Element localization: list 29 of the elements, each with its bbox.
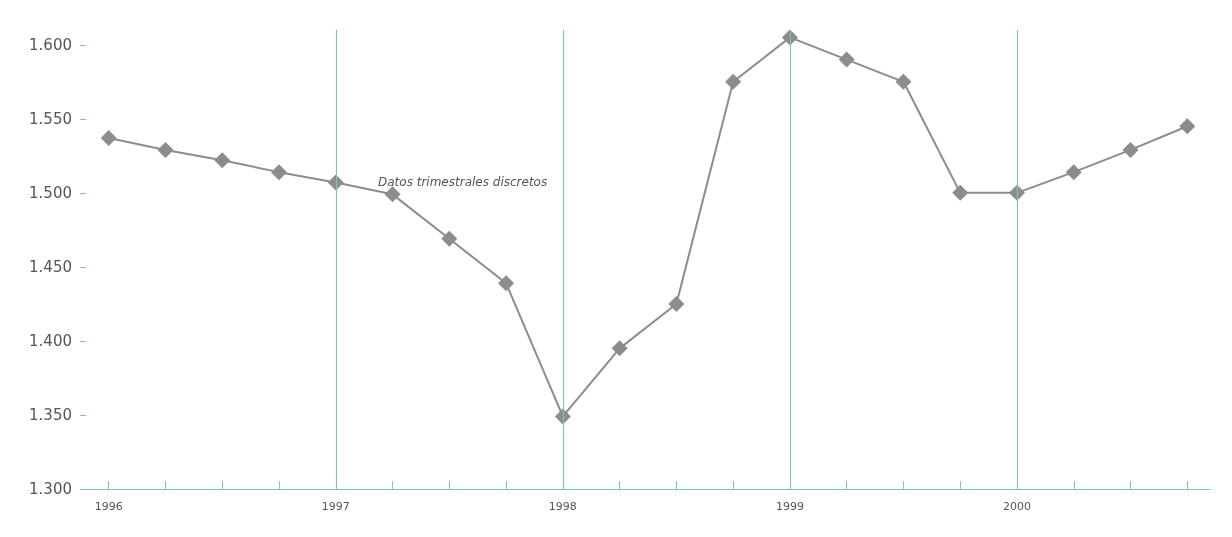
y-tick-label: 1.550	[29, 109, 72, 128]
point	[725, 73, 742, 90]
x-tick-label: 1997	[321, 500, 350, 513]
point	[100, 130, 117, 147]
x-tick-label: 2000	[1002, 500, 1031, 513]
point	[668, 295, 685, 312]
point	[838, 51, 855, 68]
point	[384, 186, 401, 203]
point	[1065, 164, 1082, 181]
y-tick-label: 1.600	[29, 35, 72, 54]
point	[441, 230, 458, 247]
annotation: Datos trimestrales discretos	[378, 175, 548, 189]
x-tick-label: 1996	[94, 500, 123, 513]
point	[157, 141, 174, 158]
y-tick-label: 1.450	[29, 257, 72, 276]
point	[1179, 118, 1196, 135]
point	[498, 275, 515, 292]
x-tick-label: 1998	[548, 500, 577, 513]
point	[1122, 141, 1139, 158]
point	[895, 73, 912, 90]
point	[611, 340, 628, 357]
x-tick-label: 1999	[775, 500, 804, 513]
y-tick-label: 1.300	[29, 480, 72, 498]
y-tick-label: 1.350	[29, 405, 72, 424]
point	[271, 164, 288, 181]
point	[214, 152, 231, 169]
y-tick-label: 1.400	[29, 331, 72, 350]
y-tick-label: 1.500	[29, 183, 72, 202]
point	[952, 184, 969, 201]
